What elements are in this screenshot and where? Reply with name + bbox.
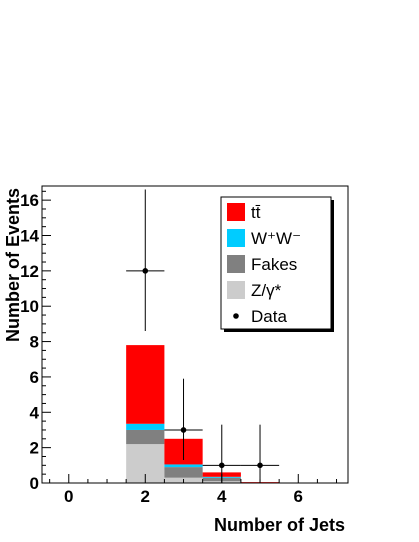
- x-tick-label: 6: [294, 487, 303, 506]
- legend-swatch: [227, 229, 245, 247]
- y-tick-label: 8: [30, 333, 39, 352]
- x-tick-label: 4: [217, 487, 227, 506]
- x-axis-label: Number of Jets: [214, 515, 345, 535]
- y-axis-label: Number of Events: [3, 188, 23, 342]
- legend-label: Fakes: [251, 255, 297, 274]
- legend-swatch: [227, 281, 245, 299]
- bar-segment: [126, 429, 165, 445]
- x-tick-label: 0: [64, 487, 73, 506]
- y-tick-label: 16: [20, 191, 39, 210]
- data-point: [180, 427, 187, 433]
- bar-segment: [126, 423, 165, 430]
- axes: 0 2 4 6 0 2 4 6 8 10 12 14 16: [20, 190, 338, 506]
- legend: tt̄ W⁺W⁻ Fakes Z/γ* Data: [220, 196, 334, 332]
- plot-frame: [41, 185, 349, 484]
- y-tick-label: 2: [30, 439, 39, 458]
- legend-label: Z/γ*: [251, 281, 282, 300]
- data-point: [257, 462, 263, 469]
- legend-label: tt̄: [251, 203, 261, 222]
- stacked-bars: [126, 345, 280, 483]
- y-tick-label: 14: [20, 227, 39, 246]
- y-tick-label: 6: [30, 368, 39, 387]
- legend-swatch: [227, 203, 245, 221]
- data-point: [142, 268, 149, 274]
- bar-segment: [126, 345, 165, 424]
- data-points: [126, 189, 280, 483]
- legend-label: Data: [251, 307, 287, 326]
- bar-segment: [164, 467, 203, 478]
- x-tick-label: 2: [141, 487, 150, 506]
- y-tick-label: 4: [30, 403, 40, 422]
- legend-label: W⁺W⁻: [251, 229, 301, 248]
- y-tick-label: 0: [30, 474, 39, 493]
- y-tick-label: 12: [20, 262, 39, 281]
- legend-swatch: [227, 255, 245, 273]
- bar-segment: [164, 464, 203, 468]
- y-tick-label: 10: [20, 297, 39, 316]
- data-point: [218, 462, 225, 469]
- legend-data-marker: [233, 313, 239, 319]
